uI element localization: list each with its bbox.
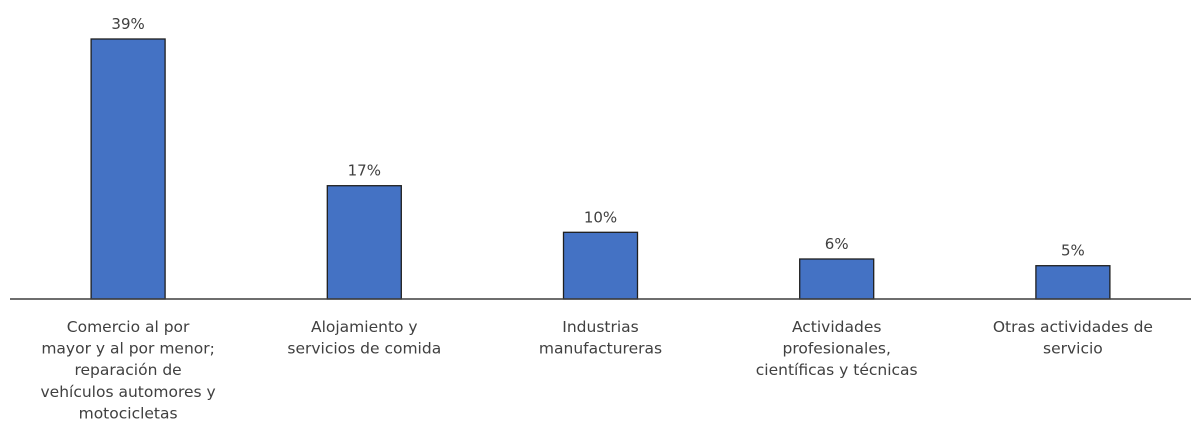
bar-1	[90, 38, 166, 300]
category-label-line: servicio	[1043, 340, 1103, 358]
value-label-5: 5%	[1061, 242, 1085, 260]
category-label-line: Actividades	[792, 318, 882, 336]
value-label-3: 10%	[584, 208, 617, 226]
value-label-2: 17%	[348, 162, 381, 180]
category-label-line: Industrias	[562, 318, 638, 336]
category-label-line: vehículos automores y	[41, 383, 216, 401]
bar-5	[1035, 265, 1111, 300]
category-label-line: servicios de comida	[287, 340, 441, 358]
category-label-line: Otras actividades de	[993, 318, 1153, 336]
category-label-line: profesionales,	[783, 340, 891, 358]
bar-2	[326, 185, 402, 300]
category-label-line: científicas y técnicas	[756, 361, 918, 379]
category-label-5: Otras actividades de servicio	[993, 318, 1153, 358]
category-label-line: Comercio al por	[67, 318, 190, 336]
category-label-4: Actividades profesionales, científicas y t…	[756, 318, 918, 379]
bar-4	[799, 258, 875, 300]
category-label-line: Alojamiento y	[311, 318, 418, 336]
value-label-1: 39%	[111, 15, 144, 33]
category-label-line: manufactureras	[539, 340, 662, 358]
category-label-line: motocicletas	[79, 404, 178, 422]
category-label-line: mayor y al por menor;	[41, 340, 215, 358]
category-label-3: Industrias manufactureras	[539, 318, 662, 358]
category-label-2: Alojamiento y servicios de comida	[287, 318, 441, 358]
bar-3	[562, 231, 639, 300]
category-label-1: Comercio al por mayor y al por menor; repa…	[41, 318, 216, 422]
category-label-line: reparación de	[74, 361, 181, 379]
value-label-4: 6%	[825, 235, 849, 253]
